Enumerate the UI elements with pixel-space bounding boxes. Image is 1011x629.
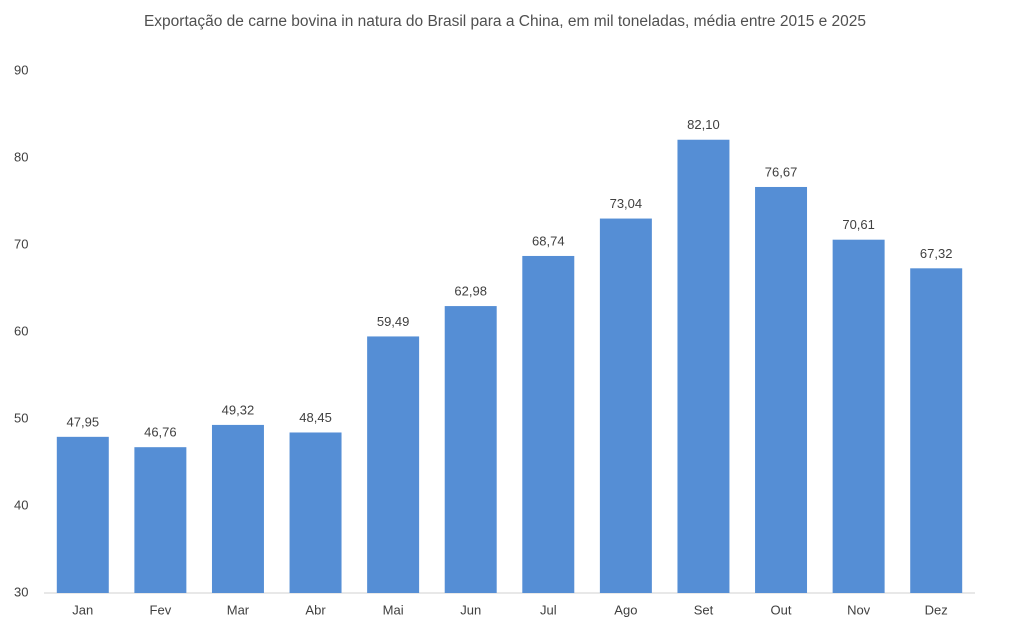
- y-tick-label: 90: [14, 62, 28, 77]
- bar: [910, 268, 963, 593]
- data-label: 68,74: [532, 233, 565, 248]
- bar: [134, 447, 187, 593]
- x-tick-label: Abr: [305, 602, 326, 617]
- y-tick-label: 40: [14, 497, 28, 512]
- data-label: 49,32: [222, 402, 255, 417]
- x-tick-label: Ago: [614, 602, 637, 617]
- data-label: 67,32: [920, 246, 953, 261]
- x-tick-label: Mar: [227, 602, 250, 617]
- chart-title: Exportação de carne bovina in natura do …: [144, 13, 866, 30]
- bar: [367, 336, 420, 593]
- x-tick-label: Jan: [72, 602, 93, 617]
- data-label: 48,45: [299, 410, 332, 425]
- x-tick-label: Set: [694, 602, 714, 617]
- bar: [211, 424, 264, 593]
- bar: [599, 218, 652, 593]
- x-tick-label: Dez: [925, 602, 948, 617]
- bar: [444, 306, 497, 593]
- y-tick-label: 80: [14, 149, 28, 164]
- x-tick-label: Jun: [460, 602, 481, 617]
- bar: [522, 255, 575, 593]
- data-label: 73,04: [610, 196, 643, 211]
- y-tick-label: 50: [14, 410, 28, 425]
- bar: [56, 436, 109, 593]
- data-label: 62,98: [454, 284, 487, 299]
- x-tick-label: Out: [771, 602, 792, 617]
- y-tick-label: 70: [14, 236, 28, 251]
- bar: [677, 139, 730, 594]
- x-tick-label: Fev: [150, 602, 172, 617]
- bar: [289, 432, 342, 593]
- x-tick-label: Mai: [383, 602, 404, 617]
- x-tick-label: Nov: [847, 602, 871, 617]
- data-label: 46,76: [144, 425, 177, 440]
- data-label: 59,49: [377, 314, 410, 329]
- data-label: 82,10: [687, 117, 720, 132]
- y-tick-label: 60: [14, 323, 28, 338]
- bar: [755, 186, 808, 593]
- data-label: 70,61: [842, 217, 875, 232]
- x-tick-label: Jul: [540, 602, 557, 617]
- data-label: 76,67: [765, 164, 798, 179]
- bar: [832, 239, 885, 593]
- data-label: 47,95: [67, 414, 100, 429]
- y-tick-label: 30: [14, 584, 28, 599]
